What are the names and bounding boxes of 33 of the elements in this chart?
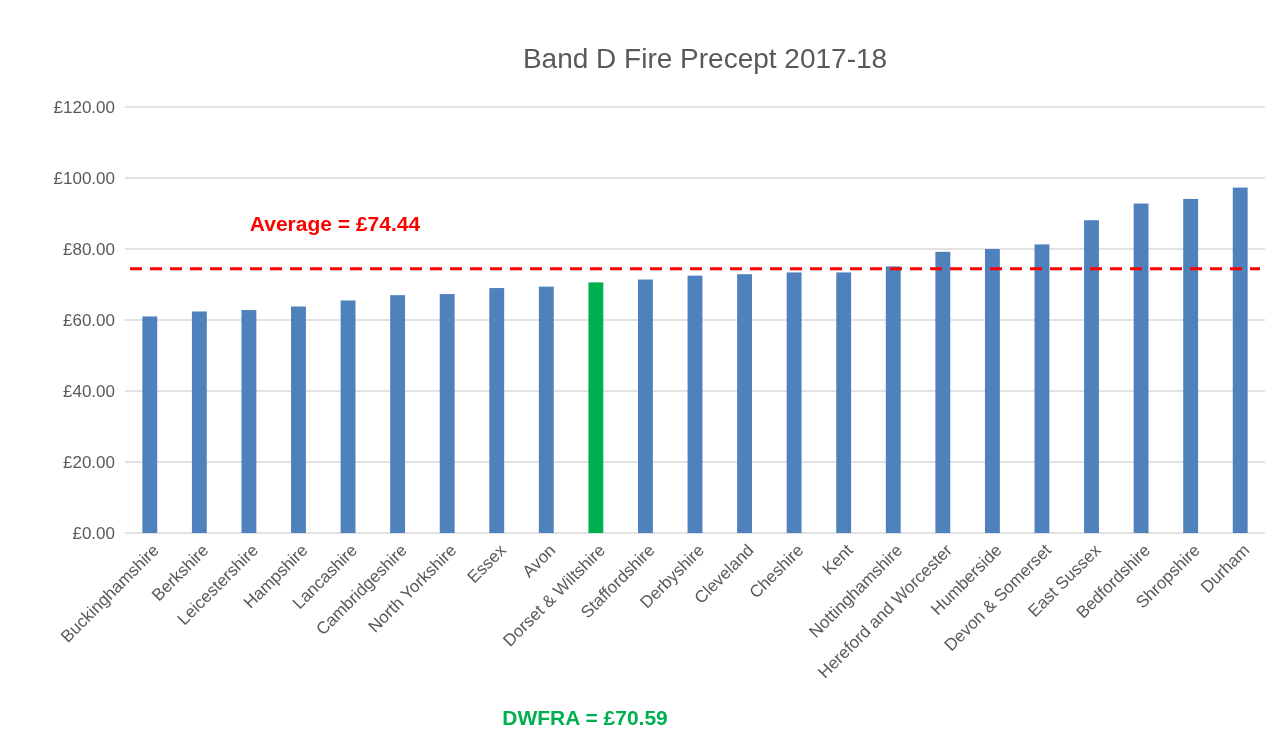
bar [241,310,257,533]
bar [489,288,505,533]
bar [439,294,455,533]
bar [291,306,306,533]
bar [687,275,703,533]
bar [390,295,406,533]
bar [1232,187,1248,533]
y-tick-label: £60.00 [63,310,115,330]
bar [836,272,852,533]
y-tick-label: £0.00 [72,523,115,543]
bar [340,300,356,533]
bar [588,282,604,533]
bar [191,311,207,533]
ref-line-label: Average = £74.44 [249,211,421,235]
bar [538,286,554,533]
bar [1133,203,1149,533]
bar [737,274,752,533]
bar [935,251,951,533]
text: DWFRA = £70.59 [502,706,668,729]
y-tick-label: £20.00 [63,452,115,472]
bar [1034,244,1050,533]
bar [786,272,802,533]
y-tick-label: £120.00 [53,97,115,117]
bar [142,316,158,533]
y-tick-label: £80.00 [63,239,115,259]
bar [885,266,901,533]
bar [984,249,1000,533]
y-tick-label: £40.00 [63,381,115,401]
bar [1084,220,1099,533]
y-tick-label: £100.00 [53,168,115,188]
bar [1183,198,1199,533]
bar [638,279,653,533]
chart-title: Band D Fire Precept 2017-18 [522,43,888,74]
